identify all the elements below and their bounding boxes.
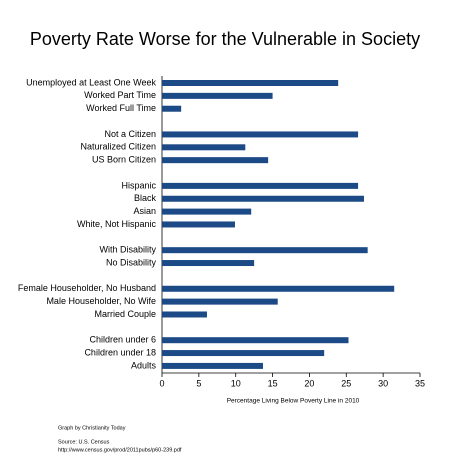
x-tick-label: 5 <box>196 378 201 388</box>
bar <box>162 298 278 305</box>
y-tick-label: Worked Full Time <box>86 103 156 113</box>
chart-title: Poverty Rate Worse for the Vulnerable in… <box>30 29 420 49</box>
y-tick-label: No Disability <box>106 257 157 267</box>
bar <box>162 144 246 151</box>
y-tick-label: With Disability <box>99 245 156 255</box>
y-tick-label: Hispanic <box>121 180 156 190</box>
y-tick-label: White, Not Hispanic <box>77 219 157 229</box>
bar <box>162 247 368 254</box>
bar <box>162 105 182 112</box>
y-tick-label: Worked Part Time <box>84 90 156 100</box>
bar <box>162 195 364 202</box>
y-tick-label: Children under 6 <box>89 335 156 345</box>
y-tick-label: Asian <box>133 206 156 216</box>
y-tick-label: Adults <box>131 360 157 370</box>
x-tick-label: 35 <box>415 378 425 388</box>
bar <box>162 285 395 292</box>
y-tick-label: US Born Citizen <box>92 155 156 165</box>
bar <box>162 337 349 344</box>
x-tick-label: 30 <box>378 378 388 388</box>
source-url: http://www.census.gov/prod/2011pubs/p60-… <box>58 447 182 453</box>
y-tick-label: Unemployed at Least One Week <box>26 77 156 87</box>
x-tick-label: 25 <box>341 378 351 388</box>
bar <box>162 350 325 357</box>
bar <box>162 80 339 86</box>
bar <box>162 92 273 99</box>
credit: Graph by Christianity Today <box>58 425 126 431</box>
bar <box>162 221 235 228</box>
bar <box>162 260 255 267</box>
bar <box>162 311 207 318</box>
y-tick-label: Children under 18 <box>84 347 156 357</box>
bar <box>162 131 359 138</box>
source: Source: U.S. Census <box>58 439 110 445</box>
x-tick-label: 15 <box>268 378 278 388</box>
y-tick-label: Female Householder, No Husband <box>18 283 156 293</box>
y-tick-label: Naturalized Citizen <box>80 142 156 152</box>
y-tick-label: Black <box>134 193 157 203</box>
bar <box>162 157 269 164</box>
y-tick-label: Married Couple <box>94 309 156 319</box>
x-tick-label: 20 <box>304 378 314 388</box>
y-tick-label: Not a Citizen <box>104 129 156 139</box>
y-tick-label: Male Householder, No Wife <box>46 296 156 306</box>
bar <box>162 208 252 215</box>
x-tick-label: 0 <box>159 378 164 388</box>
x-axis-label: Percentage Living Below Poverty Line in … <box>227 398 360 405</box>
x-tick-label: 10 <box>231 378 241 388</box>
bar <box>162 362 263 369</box>
bar <box>162 182 359 189</box>
